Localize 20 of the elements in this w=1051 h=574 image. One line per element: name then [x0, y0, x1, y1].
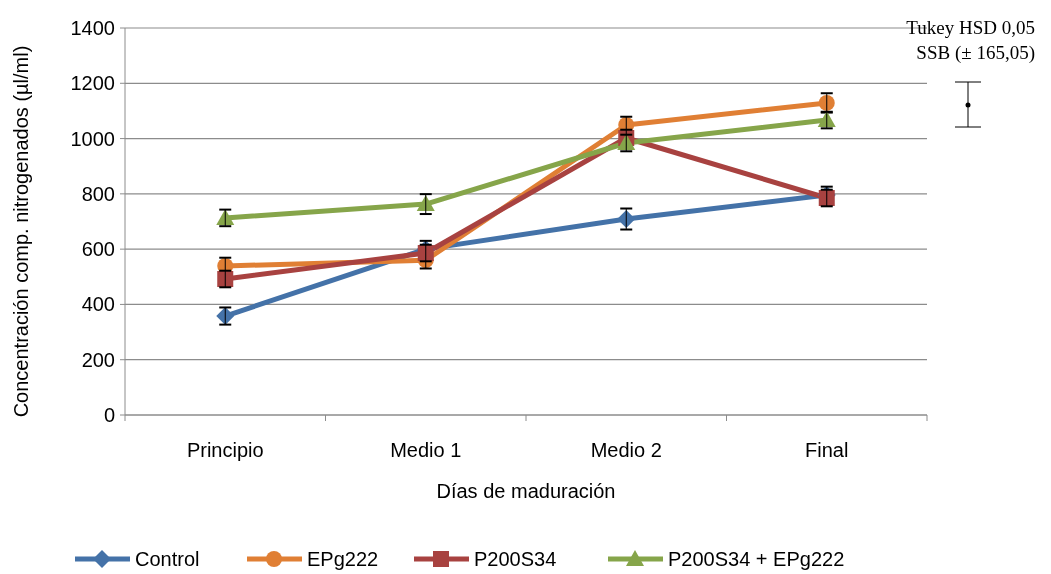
- y-tick-label: 600: [81, 238, 115, 261]
- y-tick-label: 200: [81, 348, 115, 371]
- x-tick-label: Medio 2: [590, 439, 662, 461]
- legend-label: P200S34: [474, 548, 557, 570]
- y-tick-label: 1400: [70, 17, 115, 39]
- x-tick-label: Medio 1: [390, 439, 462, 461]
- legend-label: EPg222: [307, 548, 379, 570]
- legend-label: P200S34 + EPg222: [668, 548, 845, 570]
- y-tick-label: 1200: [70, 72, 115, 95]
- y-tick-label: 400: [81, 293, 115, 316]
- y-tick-label: 1000: [70, 127, 115, 150]
- x-axis-title: Días de maduración: [436, 480, 616, 502]
- annotation: SSB (± 165,05): [916, 42, 1035, 64]
- annotation: Tukey HSD 0,05: [906, 17, 1035, 38]
- y-tick-label: 800: [81, 182, 115, 205]
- y-axis-title: Concentración comp. nitrogenados (µl/ml): [10, 45, 32, 418]
- x-tick-label: Final: [805, 439, 849, 461]
- x-tick-label: Principio: [186, 439, 264, 461]
- legend-label: Control: [135, 548, 200, 570]
- y-tick-label: 0: [103, 404, 115, 426]
